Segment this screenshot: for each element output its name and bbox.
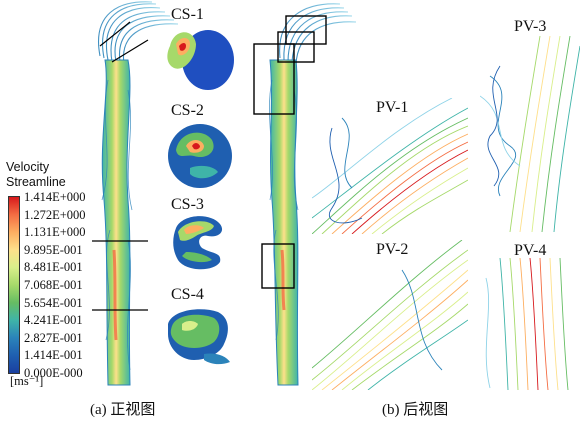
front-view-vessel	[92, 1, 179, 386]
legend-tick-label: 4.241E-001	[24, 313, 83, 328]
pv-2-label: PV-2	[376, 241, 409, 258]
section-lines	[92, 21, 149, 311]
vessel-streamlines	[101, 79, 133, 371]
cs-2-section	[168, 124, 232, 188]
legend-tick-label: 1.131E+000	[24, 225, 86, 240]
legend-title-line2: Streamline	[6, 175, 66, 189]
pv-boxes	[253, 15, 327, 289]
arch-streamlines	[98, 1, 179, 65]
pv-1-label: PV-1	[376, 99, 409, 116]
cs-3-label: CS-3	[171, 196, 204, 213]
cs-3-section	[173, 216, 223, 270]
back-core-flow	[280, 249, 286, 311]
legend-title: Velocity Streamline	[6, 160, 66, 190]
legend-tick-label: 1.414E+000	[24, 190, 86, 204]
core-flow	[112, 249, 118, 341]
pv-1-panel	[312, 98, 468, 234]
back-view-vessel	[253, 3, 357, 386]
pv-4-label: PV-4	[514, 242, 547, 259]
legend-tick-label: 1.272E+000	[24, 207, 86, 222]
caption-b: (b) 后视图	[382, 402, 449, 418]
pv-2-panel	[312, 240, 468, 390]
legend-tick-label: 1.414E-001	[24, 348, 83, 363]
legend-tick-label: 2.827E-001	[24, 330, 83, 345]
legend-tick-label: 8.481E-001	[24, 260, 83, 275]
legend-colorbar	[8, 196, 20, 374]
cs-4-section	[168, 309, 230, 365]
caption-a: (a) 正视图	[90, 402, 156, 418]
cs-1-section	[167, 30, 234, 90]
back-arch-streamlines	[279, 3, 357, 65]
cs-1-label: CS-1	[171, 6, 204, 23]
legend-tick-label: 5.654E-001	[24, 295, 83, 310]
legend-title-line1: Velocity	[6, 160, 50, 174]
legend-tick-label: 0.000E-000	[24, 366, 83, 380]
pv-3-label: PV-3	[514, 18, 547, 35]
legend-tick-label: 7.068E-001	[24, 278, 83, 292]
legend-tick-label: 9.895E-001	[24, 242, 83, 257]
back-vessel-streamlines	[269, 79, 299, 341]
cs-4-label: CS-4	[171, 286, 204, 303]
pv-3-panel	[480, 36, 580, 232]
cs-2-label: CS-2	[171, 102, 204, 119]
pv-4-panel	[480, 258, 580, 390]
legend-unit: [ms⁻¹]	[10, 374, 44, 388]
